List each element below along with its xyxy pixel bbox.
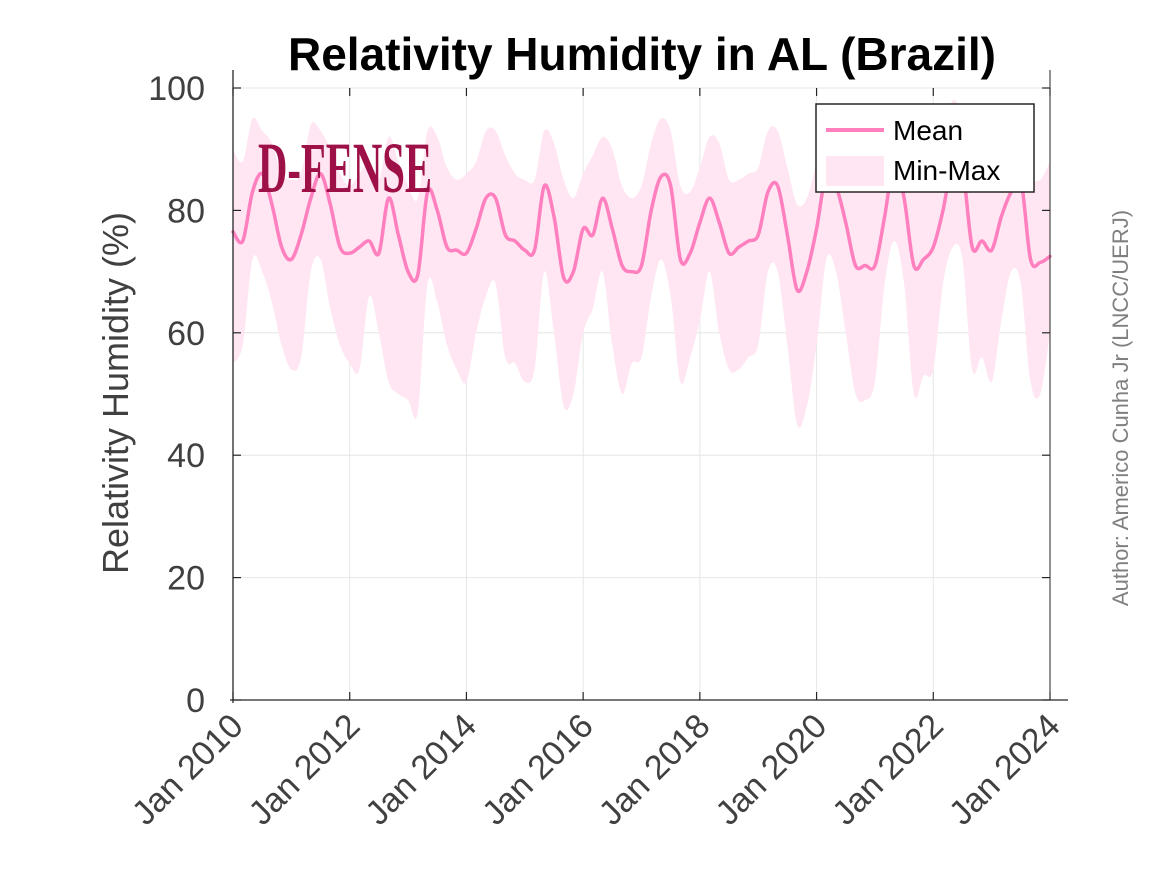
y-tick-label: 80 bbox=[167, 192, 205, 230]
y-tick-label: 100 bbox=[148, 70, 205, 108]
logo-text: D-FENSE bbox=[258, 128, 432, 208]
legend-mean-label: Mean bbox=[893, 115, 963, 146]
mean-line bbox=[231, 154, 1052, 294]
y-tick-label: 0 bbox=[186, 682, 205, 720]
y-tick-label: 20 bbox=[167, 560, 205, 598]
logo: D-FENSE bbox=[258, 128, 432, 208]
mean-line-layer bbox=[231, 154, 1052, 294]
y-tick-label: 60 bbox=[167, 315, 205, 353]
y-tick-label: 40 bbox=[167, 437, 205, 475]
axes bbox=[230, 70, 1068, 703]
legend-band-swatch bbox=[826, 156, 884, 186]
legend: Mean Min-Max bbox=[815, 103, 1035, 193]
chart-title: Relativity Humidity in AL (Brazil) bbox=[288, 28, 996, 80]
legend-band-label: Min-Max bbox=[893, 155, 1000, 186]
author-credit: Author: Americo Cunha Jr (LNCC/UERJ) bbox=[1108, 210, 1133, 606]
y-axis-label: Relativity Humidity (%) bbox=[95, 212, 136, 574]
